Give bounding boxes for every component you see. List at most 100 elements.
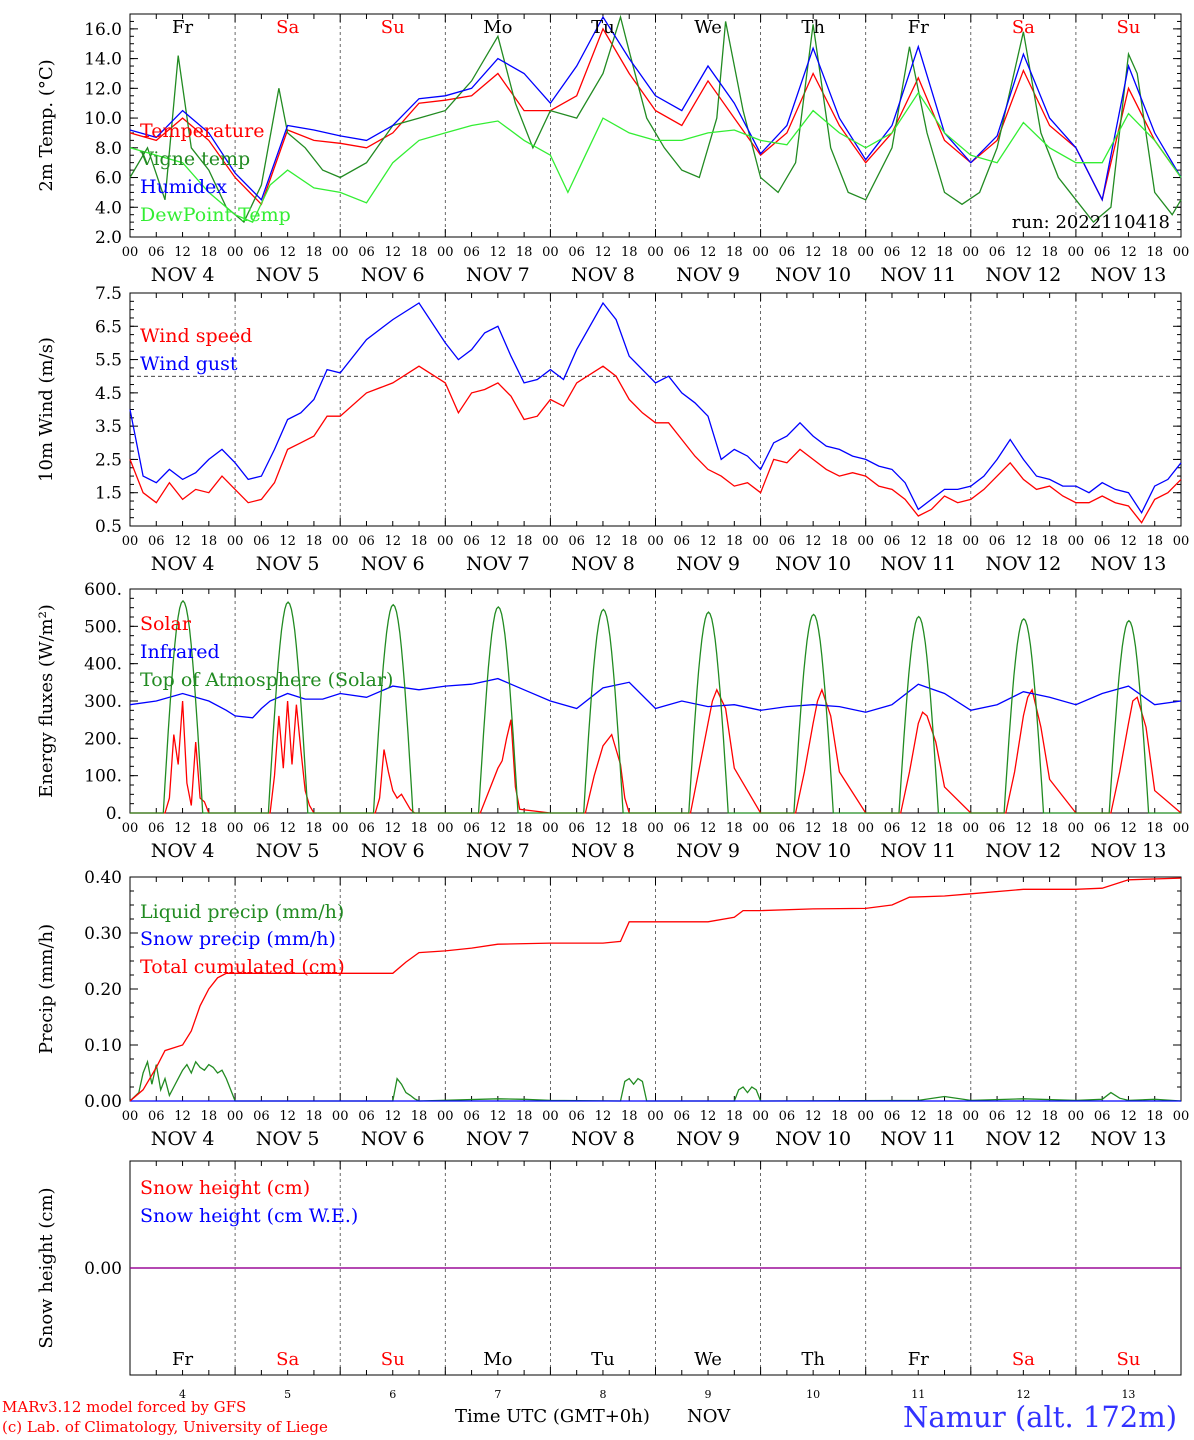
hour-tick-label: 06 xyxy=(568,534,585,549)
date-label: NOV 9 xyxy=(676,840,740,862)
y-tick-label: 4.5 xyxy=(95,384,122,404)
weekday-label: Mo xyxy=(483,1349,512,1370)
y-tick-label: 100. xyxy=(84,767,122,787)
hour-tick-label: 12 xyxy=(700,1109,717,1124)
hour-tick-label: 18 xyxy=(1041,534,1058,549)
date-label: NOV 5 xyxy=(256,1128,320,1150)
date-label: NOV 4 xyxy=(151,1128,215,1150)
hour-tick-label: 00 xyxy=(963,245,980,260)
hour-tick-label: 18 xyxy=(1041,245,1058,260)
date-label: NOV 7 xyxy=(466,264,530,286)
hour-tick-label: 00 xyxy=(647,821,664,836)
hour-tick-label: 00 xyxy=(437,821,454,836)
hour-tick-label: 18 xyxy=(621,245,638,260)
hour-tick-label: 06 xyxy=(1094,245,1111,260)
weekday-label: Fr xyxy=(908,17,929,38)
credit-line: (c) Lab. of Climatology, University of L… xyxy=(2,1418,328,1436)
hour-tick-label: 06 xyxy=(989,245,1006,260)
y-tick-label: 7.5 xyxy=(95,284,122,304)
hour-tick-label: 06 xyxy=(884,1109,901,1124)
hour-tick-label: 12 xyxy=(279,1109,296,1124)
hour-tick-label: 06 xyxy=(463,245,480,260)
hour-tick-label: 12 xyxy=(174,245,191,260)
hour-tick-label: 12 xyxy=(805,1109,822,1124)
y-axis-label: 10m Wind (m/s) xyxy=(36,337,57,482)
y-tick-label: 0. xyxy=(106,804,122,824)
hour-tick-label: 06 xyxy=(253,245,270,260)
hour-tick-label: 18 xyxy=(1041,821,1058,836)
hour-tick-label: 12 xyxy=(700,245,717,260)
y-tick-label: 0.5 xyxy=(95,517,122,537)
hour-tick-label: 12 xyxy=(1015,245,1032,260)
weekday-label: Tu xyxy=(591,17,615,38)
y-tick-label: 10.0 xyxy=(84,109,122,129)
day-number-label: 13 xyxy=(1121,1388,1135,1401)
series-line xyxy=(130,599,1181,814)
hour-tick-label: 18 xyxy=(201,534,218,549)
hour-tick-label: 06 xyxy=(148,821,165,836)
hour-tick-label: 12 xyxy=(700,534,717,549)
day-number-label: 10 xyxy=(806,1388,820,1401)
panel-4: 0.00 0.10 0.20 0.30 0.40 Precip (mm/h) Liquid … xyxy=(36,868,1189,1150)
hour-tick-label: 12 xyxy=(595,245,612,260)
y-tick-label: 5.5 xyxy=(95,351,122,371)
y-tick-label: 12.0 xyxy=(84,79,122,99)
hour-tick-label: 12 xyxy=(910,1109,927,1124)
hour-tick-label: 12 xyxy=(174,821,191,836)
hour-tick-label: 18 xyxy=(516,821,533,836)
hour-tick-label: 12 xyxy=(384,821,401,836)
hour-tick-label: 18 xyxy=(411,534,428,549)
hour-tick-label: 18 xyxy=(936,245,953,260)
hour-tick-label: 12 xyxy=(805,245,822,260)
hour-tick-label: 12 xyxy=(490,1109,507,1124)
hour-tick-label: 18 xyxy=(306,821,323,836)
legend-entry: Total cumulated (cm) xyxy=(140,956,345,978)
hour-tick-label: 18 xyxy=(201,821,218,836)
hour-tick-label: 18 xyxy=(936,534,953,549)
xaxis-label: Time UTC (GMT+0h) xyxy=(455,1406,650,1427)
hour-tick-label: 00 xyxy=(227,1109,244,1124)
weekday-label: Sa xyxy=(1012,17,1035,38)
series-line xyxy=(129,15,1182,202)
month-label: NOV xyxy=(687,1406,731,1427)
hour-tick-label: 18 xyxy=(726,1109,743,1124)
hour-tick-label: 12 xyxy=(910,245,927,260)
hour-tick-label: 06 xyxy=(463,821,480,836)
hour-tick-label: 12 xyxy=(1120,821,1137,836)
date-label: NOV 7 xyxy=(466,840,530,862)
y-tick-label: 6.5 xyxy=(95,317,122,337)
hour-tick-label: 06 xyxy=(1094,534,1111,549)
hour-tick-label: 12 xyxy=(1120,245,1137,260)
hour-tick-label: 18 xyxy=(621,1109,638,1124)
date-label: NOV 8 xyxy=(571,1128,635,1150)
hour-tick-label: 06 xyxy=(779,245,796,260)
hour-tick-label: 12 xyxy=(384,245,401,260)
hour-tick-label: 12 xyxy=(805,534,822,549)
date-label: NOV 7 xyxy=(466,1128,530,1150)
hour-tick-label: 12 xyxy=(384,534,401,549)
day-number-label: 11 xyxy=(911,1388,925,1401)
series-line xyxy=(129,877,1182,1102)
date-label: NOV 6 xyxy=(361,1128,425,1150)
legend-entry: Wind speed xyxy=(140,325,252,347)
hour-tick-label: 18 xyxy=(726,821,743,836)
hour-tick-label: 00 xyxy=(122,245,139,260)
legend-entry: Infrared xyxy=(140,641,220,663)
y-axis-label: Precip (mm/h) xyxy=(36,924,57,1054)
series-line xyxy=(129,27,1182,206)
legend-entry: Humidex xyxy=(140,176,227,198)
hour-tick-label: 00 xyxy=(542,245,559,260)
date-label: NOV 4 xyxy=(151,553,215,575)
hour-tick-label: 12 xyxy=(595,821,612,836)
legend-entry: Temperature xyxy=(140,120,264,142)
hour-tick-label: 18 xyxy=(306,1109,323,1124)
hour-tick-label: 00 xyxy=(647,534,664,549)
y-tick-label: 4.0 xyxy=(95,198,122,218)
hour-tick-label: 18 xyxy=(831,534,848,549)
date-label: NOV 4 xyxy=(151,264,215,286)
date-label: NOV 10 xyxy=(775,1128,851,1150)
day-number-label: 8 xyxy=(599,1388,606,1401)
hour-tick-label: 00 xyxy=(752,534,769,549)
hour-tick-label: 18 xyxy=(516,1109,533,1124)
hour-tick-label: 18 xyxy=(1146,245,1163,260)
